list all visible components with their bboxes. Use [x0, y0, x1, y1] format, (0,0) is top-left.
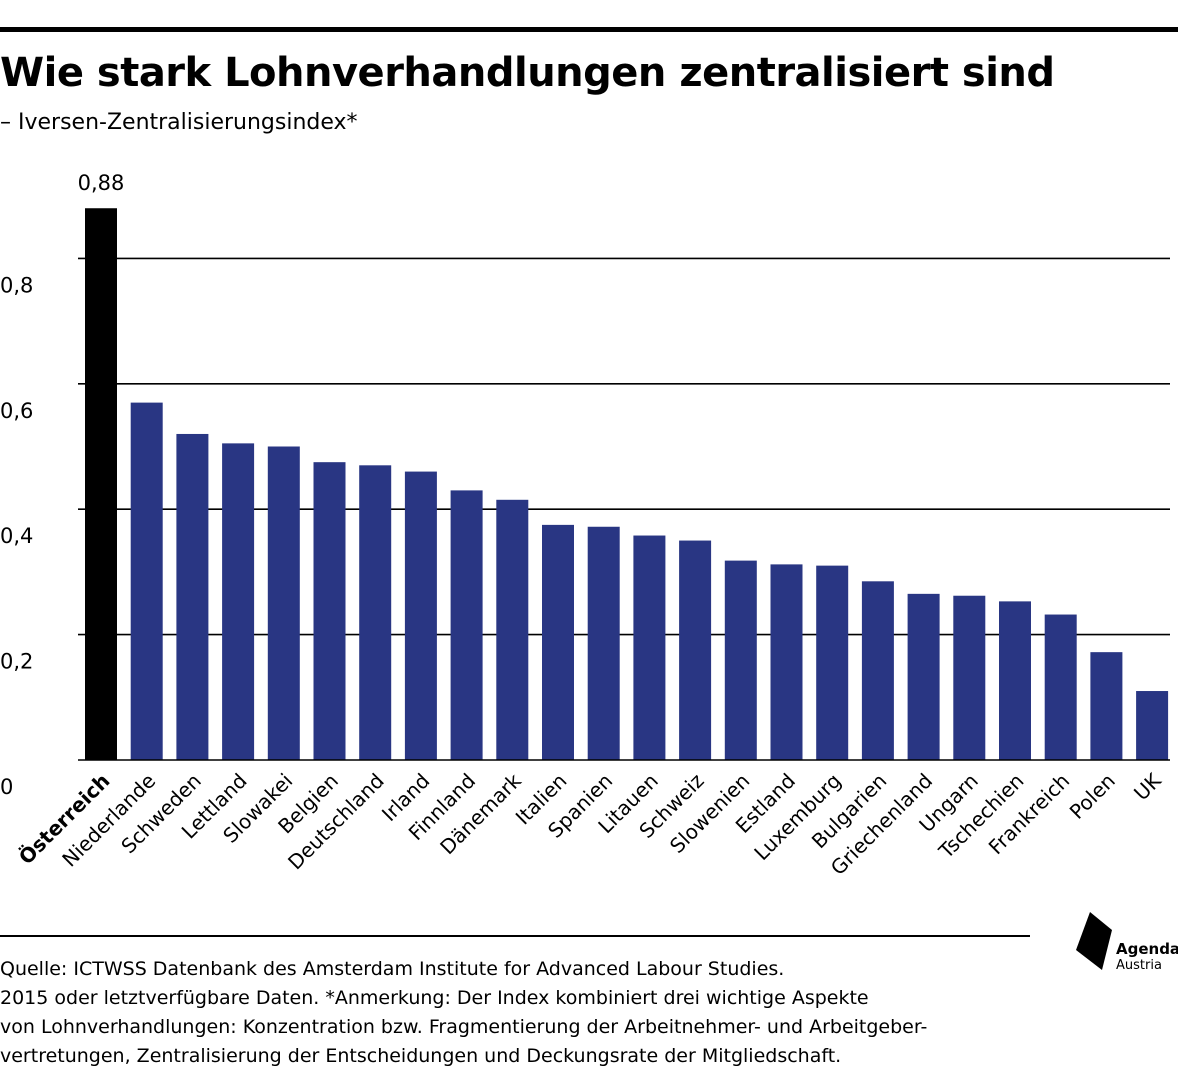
source-line: vertretungen, Zentralisierung der Entsch…	[0, 1045, 842, 1067]
source-line: 2015 oder letztverfügbare Daten. *Anmerk…	[0, 987, 869, 1009]
bar	[861, 581, 894, 760]
bar	[450, 490, 483, 760]
bar	[1090, 652, 1123, 760]
category-label: Polen	[1065, 769, 1120, 824]
bar	[267, 446, 300, 760]
bar-chart: 00,20,40,60,80,88ÖsterreichNiederlandeSc…	[0, 171, 1170, 880]
y-tick-label: 0,4	[0, 524, 33, 548]
bar	[85, 208, 117, 761]
bar	[679, 540, 712, 760]
bar	[404, 471, 437, 760]
bar	[953, 595, 986, 760]
y-tick-label: 0	[0, 775, 13, 799]
logo-name: Agenda	[1116, 940, 1178, 958]
bar	[816, 565, 849, 760]
top-rule	[0, 27, 1178, 32]
chart-subtitle: – Iversen-Zentralisierungsindex*	[0, 110, 358, 135]
bar	[724, 560, 757, 760]
bar	[587, 526, 620, 760]
bar	[633, 535, 666, 760]
agenda-austria-logo-icon	[1076, 912, 1112, 970]
bar	[130, 402, 163, 760]
bar	[496, 499, 529, 760]
category-label: UK	[1129, 768, 1166, 805]
y-tick-label: 0,6	[0, 399, 33, 423]
bar	[999, 601, 1031, 760]
source-rule	[0, 935, 1030, 937]
bar	[1136, 691, 1169, 760]
bar	[176, 433, 209, 760]
chart-title: Wie stark Lohnverhandlungen zentralisier…	[0, 50, 1055, 96]
bar	[313, 462, 346, 760]
bar	[770, 564, 803, 760]
agenda-austria-logo: Agenda Austria	[1074, 910, 1178, 980]
y-tick-label: 0,2	[0, 650, 33, 674]
logo-sub: Austria	[1116, 958, 1162, 973]
bar	[907, 593, 940, 760]
bar	[222, 443, 255, 760]
bar	[542, 524, 574, 760]
y-tick-label: 0,8	[0, 273, 33, 297]
source-line: Quelle: ICTWSS Datenbank des Amsterdam I…	[0, 958, 785, 980]
source-note: Quelle: ICTWSS Datenbank des Amsterdam I…	[0, 955, 1178, 1071]
bar	[359, 465, 392, 760]
source-line: von Lohnverhandlungen: Konzentration bzw…	[0, 1016, 928, 1038]
value-label: 0,88	[78, 171, 125, 195]
bar	[1044, 614, 1077, 760]
